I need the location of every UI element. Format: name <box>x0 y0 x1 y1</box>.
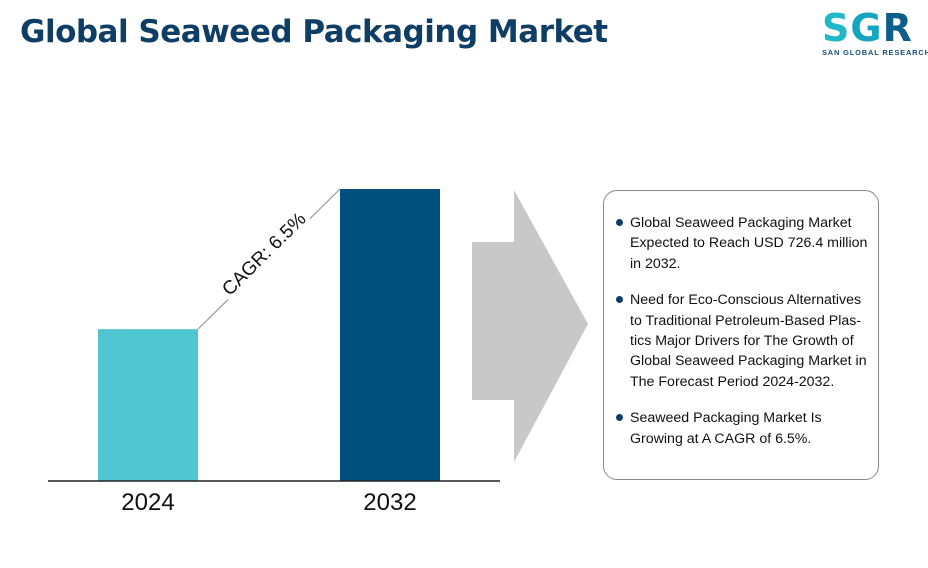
x-tick-label: 2024 <box>121 489 174 516</box>
page-title: Global Seaweed Packaging Market <box>20 14 608 50</box>
info-text: Seaweed Packaging Market Is Growing at A… <box>630 410 822 447</box>
logo-subtitle: SAN GLOBAL RESEARCH <box>822 48 928 57</box>
info-item: Need for Eco-Conscious Alternatives to T… <box>616 290 868 392</box>
info-item: Seaweed Packaging Market Is Growing at A… <box>616 408 868 449</box>
info-box: Global Seaweed Packaging Market Expected… <box>603 190 879 480</box>
bar-chart: CAGR: 6.5% 2024 2032 <box>48 188 500 516</box>
right-arrow-icon <box>472 190 588 462</box>
x-tick-label: 2032 <box>363 489 416 516</box>
bars-layer <box>98 189 440 481</box>
bar-2024 <box>98 329 198 481</box>
info-text: Need for Eco-Conscious Alternatives to T… <box>630 292 867 390</box>
cagr-annotation: CAGR: 6.5% <box>218 209 310 300</box>
cagr-label-background <box>216 206 313 303</box>
bullet-icon <box>616 219 623 226</box>
x-tick-labels: 2024 2032 <box>121 489 416 516</box>
info-text: Global Seaweed Packaging Market Expected… <box>630 215 868 272</box>
logo-mark: SGR <box>822 6 913 50</box>
bullet-icon <box>616 414 623 422</box>
info-item: Global Seaweed Packaging Market Expected… <box>616 213 868 274</box>
sgr-logo: SGR SAN GLOBAL RESEARCH <box>818 6 928 62</box>
bar-2032 <box>340 189 440 481</box>
bullet-icon <box>616 296 623 304</box>
